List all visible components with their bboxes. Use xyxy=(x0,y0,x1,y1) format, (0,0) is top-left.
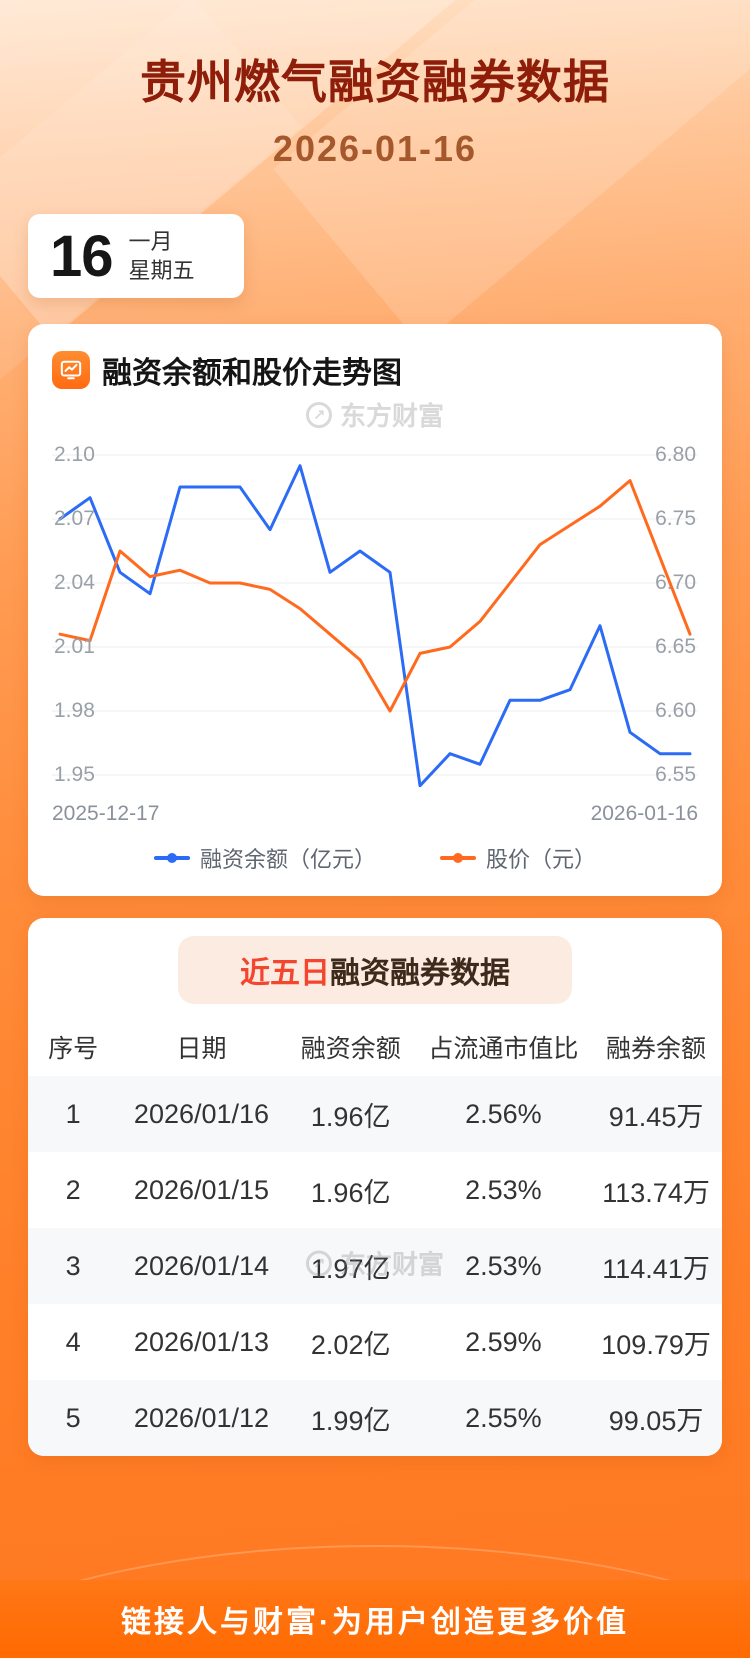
table-title-rest: 融资融券数据 xyxy=(330,957,510,990)
margin-data-table: 序号 日期 融资余额 占流通市值比 融券余额 1 2026/01/16 1.96亿 2.56%… xyxy=(28,1018,722,1456)
legend-label: 股价（元） xyxy=(486,847,597,872)
table-row: 3 2026/01/14 1.97亿 2.53% 114.41万 xyxy=(28,1228,722,1304)
table-cell: 2.55% xyxy=(465,1402,542,1433)
table-cell: 1.96亿 xyxy=(310,1101,391,1132)
x-axis-end-label: 2026-01-16 xyxy=(590,802,698,825)
eastmoney-logo-icon xyxy=(305,401,332,428)
table-title-highlight: 近五日 xyxy=(240,957,330,990)
table-cell: 2.56% xyxy=(465,1098,542,1129)
chart-area: 东方财富 2.102.072.042.011.981.956.806.756.7… xyxy=(52,401,698,880)
chart-series-lines xyxy=(58,464,692,788)
legend-item: 股价（元） xyxy=(440,842,596,874)
table-cell: 3 xyxy=(65,1250,81,1281)
eastmoney-watermark: 东方财富 xyxy=(305,396,445,433)
table-cell: 1.97亿 xyxy=(310,1253,391,1284)
table-column-header: 占流通市值比 xyxy=(428,1035,579,1063)
table-cell: 2.02亿 xyxy=(310,1329,391,1360)
chart-gridlines xyxy=(52,454,698,776)
table-cell: 4 xyxy=(65,1326,81,1357)
legend-item: 融资余额（亿元） xyxy=(153,842,376,874)
table-header-row: 序号 日期 融资余额 占流通市值比 融券余额 xyxy=(28,1018,722,1076)
table-title: 近五日融资融券数据 xyxy=(178,936,572,1004)
table-row: 5 2026/01/12 1.99亿 2.55% 99.05万 xyxy=(28,1380,722,1456)
table-column-header: 序号 xyxy=(48,1035,99,1063)
table-cell: 113.74万 xyxy=(602,1177,710,1208)
trend-chart xyxy=(52,454,698,788)
calendar-card: 16 一月 星期五 xyxy=(28,214,244,298)
series-line xyxy=(58,479,692,713)
calendar-weekday: 星期五 xyxy=(128,257,195,283)
table-cell: 5 xyxy=(65,1402,81,1433)
table-cell: 2026/01/12 xyxy=(133,1402,270,1433)
table-cell: 2026/01/16 xyxy=(133,1098,270,1129)
x-axis-labels: 2025-12-17 2026-01-16 xyxy=(52,802,698,826)
table-column-header: 融资余额 xyxy=(300,1035,401,1063)
table-row: 1 2026/01/16 1.96亿 2.56% 91.45万 xyxy=(28,1076,722,1152)
page-title: 贵州燃气融资融券数据 xyxy=(140,56,610,108)
chart-card-header: 融资余额和股价走势图 xyxy=(52,348,698,392)
table-cell: 99.05万 xyxy=(608,1405,704,1436)
table-cell: 2.53% xyxy=(465,1174,542,1205)
chart-legend: 融资余额（亿元） 股价（元） xyxy=(52,842,698,880)
watermark-text: 东方财富 xyxy=(339,401,445,431)
table-cell: 2.53% xyxy=(465,1250,542,1281)
footer-slogan: 链接人与财富·为用户创造更多价值 xyxy=(121,1606,629,1639)
legend-label: 融资余额（亿元） xyxy=(199,847,376,872)
table-cell: 1.99亿 xyxy=(310,1405,391,1436)
table-cell: 1 xyxy=(65,1098,81,1129)
legend-marker xyxy=(153,853,190,863)
chart-card: 融资余额和股价走势图 东方财富 2.102.072.042.011.981.95… xyxy=(28,324,722,896)
table-cell: 1.96亿 xyxy=(310,1177,391,1208)
table-cell: 2 xyxy=(65,1174,81,1205)
page-date: 2026-01-16 xyxy=(272,128,478,169)
table-cell: 2026/01/13 xyxy=(133,1326,270,1357)
series-line xyxy=(58,464,692,788)
legend-marker xyxy=(440,853,476,863)
table-row: 2 2026/01/15 1.96亿 2.53% 113.74万 xyxy=(28,1152,722,1228)
calendar-day: 16 xyxy=(50,223,114,289)
table-cell: 109.79万 xyxy=(601,1329,711,1360)
x-axis-start-label: 2025-12-17 xyxy=(52,802,160,825)
footer: 链接人与财富·为用户创造更多价值 xyxy=(0,1580,750,1658)
chart-card-title: 融资余额和股价走势图 xyxy=(102,357,402,390)
line-chart-icon xyxy=(52,351,90,389)
table-cell: 114.41万 xyxy=(602,1253,710,1284)
table-header-row: 序号 日期 融资余额 占流通市值比 融券余额 xyxy=(28,1018,722,1076)
table-cell: 91.45万 xyxy=(608,1101,704,1132)
table-cell: 2026/01/14 xyxy=(133,1250,270,1281)
calendar-info: 一月 星期五 xyxy=(128,228,195,283)
table-row: 4 2026/01/13 2.02亿 2.59% 109.79万 xyxy=(28,1304,722,1380)
table-column-header: 融券余额 xyxy=(606,1035,707,1063)
table-cell: 2026/01/15 xyxy=(133,1174,270,1205)
table-body: 1 2026/01/16 1.96亿 2.56% 91.45万 2 2026/01/15 1.… xyxy=(28,1076,722,1456)
table-cell: 2.59% xyxy=(465,1326,542,1357)
calendar-month: 一月 xyxy=(128,228,173,254)
table-column-header: 日期 xyxy=(176,1035,227,1063)
